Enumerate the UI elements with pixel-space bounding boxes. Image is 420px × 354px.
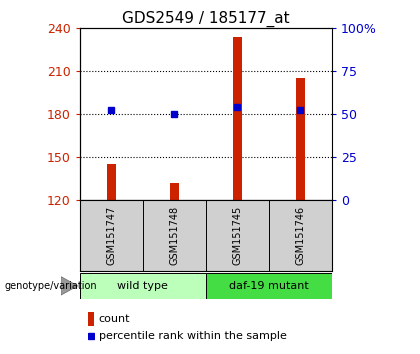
Bar: [107, 164, 116, 200]
Bar: [80, 273, 206, 299]
Bar: [170, 183, 179, 200]
Text: GSM151746: GSM151746: [295, 206, 305, 265]
Title: GDS2549 / 185177_at: GDS2549 / 185177_at: [122, 11, 290, 27]
Text: genotype/variation: genotype/variation: [4, 281, 97, 291]
Text: wild type: wild type: [117, 281, 168, 291]
Bar: [233, 37, 242, 200]
Text: GSM151745: GSM151745: [232, 206, 242, 265]
Text: GSM151748: GSM151748: [169, 206, 179, 265]
Text: count: count: [99, 314, 130, 324]
Text: GSM151747: GSM151747: [106, 206, 116, 265]
Bar: [206, 273, 332, 299]
Bar: [296, 78, 305, 200]
Text: percentile rank within the sample: percentile rank within the sample: [99, 331, 286, 341]
Polygon shape: [61, 276, 78, 295]
Text: daf-19 mutant: daf-19 mutant: [229, 281, 309, 291]
